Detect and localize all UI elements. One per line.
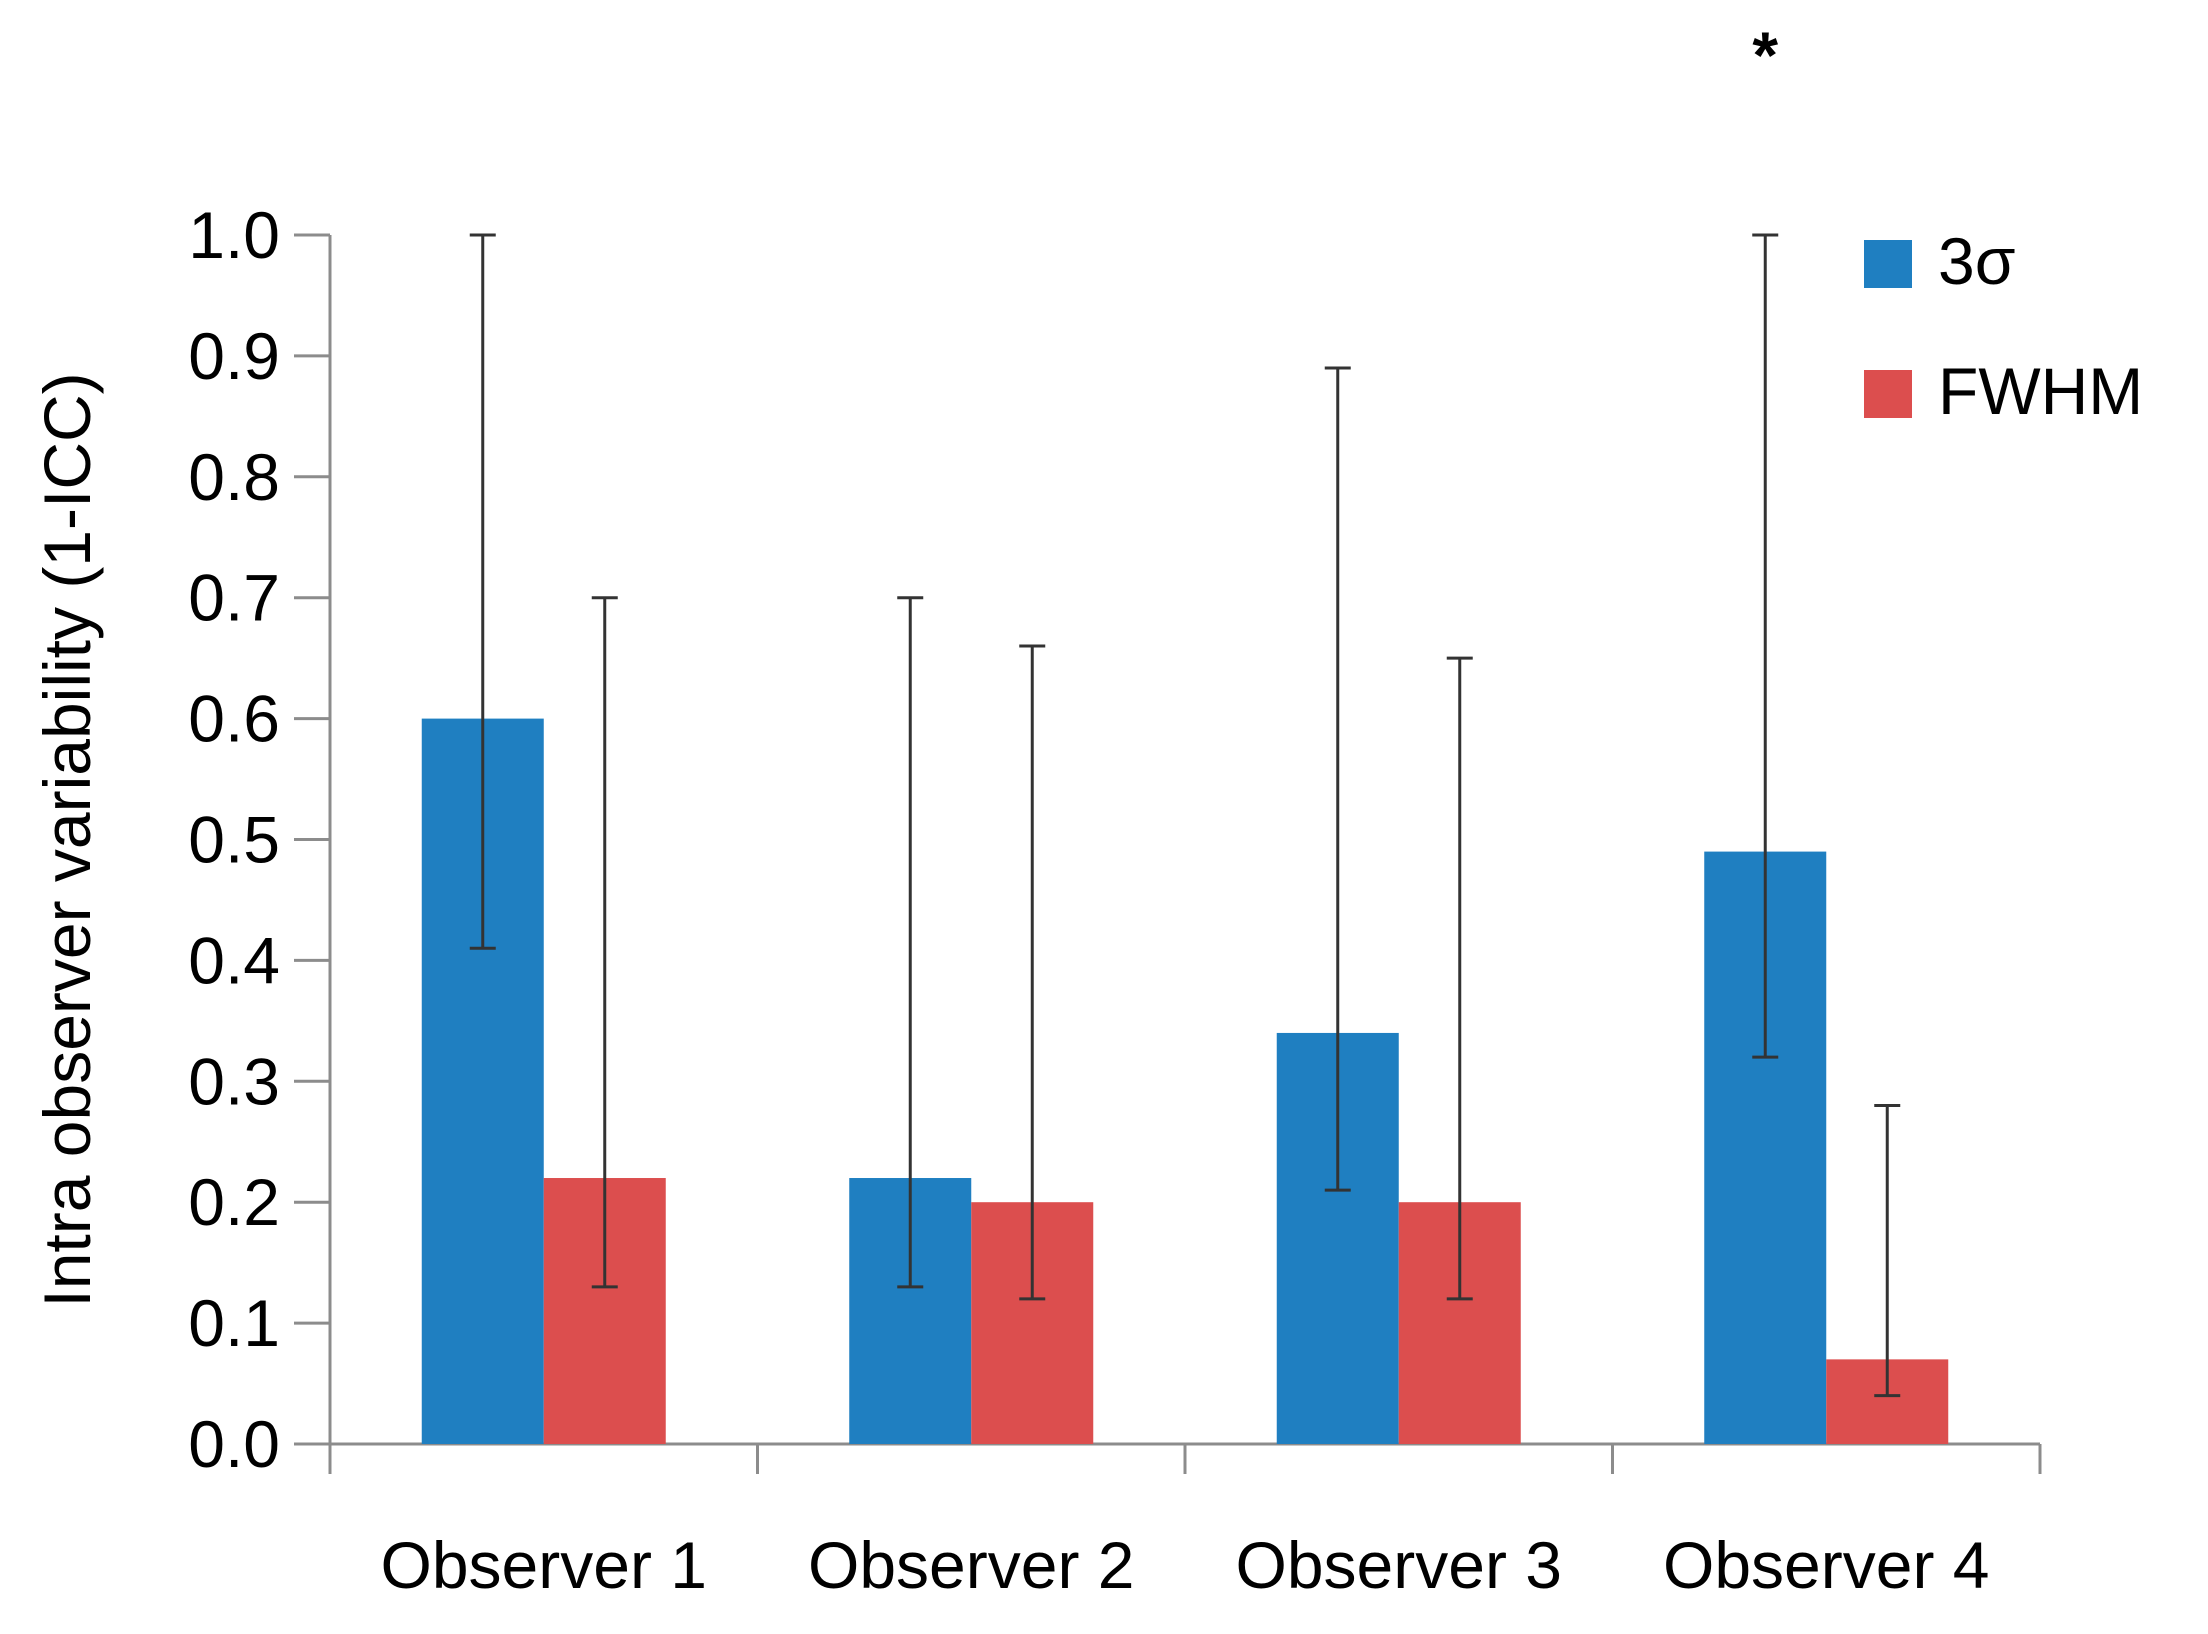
y-tick-label: 0.7 bbox=[188, 561, 280, 635]
x-tick-label: Observer 2 bbox=[808, 1528, 1134, 1602]
error-bars bbox=[469, 233, 1901, 1398]
bars bbox=[421, 718, 1949, 1444]
y-tick-label: 0.6 bbox=[188, 682, 280, 756]
significance-marker: * bbox=[1752, 18, 1778, 92]
y-tick-label: 0.9 bbox=[188, 319, 280, 393]
y-tick-label: 0.3 bbox=[188, 1044, 280, 1118]
x-tick-label: Observer 3 bbox=[1236, 1528, 1562, 1602]
legend: 3σ FWHM bbox=[1864, 224, 2143, 428]
y-tick-label: 0.4 bbox=[188, 923, 280, 997]
legend-swatch bbox=[1864, 240, 1912, 288]
axes: 0.0 0.1 0.2 0.3 0.4 0.5 0.6 0.7 0.8 0.9 1.0 Observe… bbox=[188, 198, 2042, 1602]
y-tick-label: 0.1 bbox=[188, 1286, 280, 1360]
legend-swatch bbox=[1864, 370, 1912, 418]
y-tick-label: 0.2 bbox=[188, 1165, 280, 1239]
y-tick-label: 0.0 bbox=[188, 1407, 280, 1481]
y-tick-label: 1.0 bbox=[188, 198, 280, 272]
y-tick-label: 0.8 bbox=[188, 440, 280, 514]
legend-label: FWHM bbox=[1938, 354, 2143, 428]
y-tick-label: 0.5 bbox=[188, 803, 280, 877]
x-tick-label: Observer 1 bbox=[381, 1528, 707, 1602]
legend-label: 3σ bbox=[1938, 224, 2015, 298]
annotations: * bbox=[1752, 18, 1778, 92]
y-axis-label: Intra observer variability (1-ICC) bbox=[30, 372, 104, 1307]
x-tick-label: Observer 4 bbox=[1663, 1528, 1989, 1602]
